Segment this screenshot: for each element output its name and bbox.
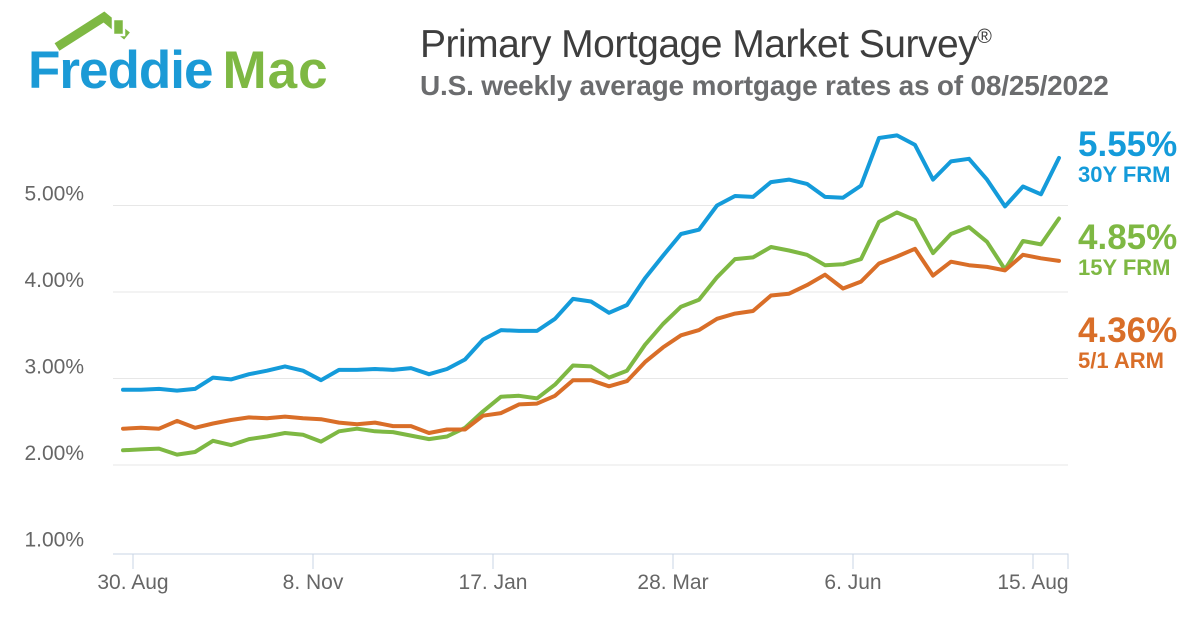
legend-value-15y-frm: 4.85% xyxy=(1078,218,1178,257)
series-line-5-1-arm xyxy=(121,246,1061,435)
legend-value-30y-frm: 5.55% xyxy=(1078,125,1178,164)
series-line-30y-frm xyxy=(121,133,1061,393)
x-axis-label-6. Jun: 6. Jun xyxy=(824,571,881,594)
x-axis-label-30. Aug: 30. Aug xyxy=(97,571,168,594)
page-title-text: Primary Mortgage Market Survey xyxy=(420,23,978,66)
x-axis-label-17. Jan: 17. Jan xyxy=(459,571,528,594)
logo-wordmark: Freddie Mac xyxy=(28,44,329,97)
logo-word-freddie: Freddie xyxy=(28,41,213,100)
house-roof-icon xyxy=(54,11,130,51)
y-axis-label-3.00%: 3.00% xyxy=(24,356,84,379)
registered-trademark: ® xyxy=(977,26,992,48)
legend-label-30y-frm: 30Y FRM xyxy=(1078,162,1171,187)
y-axis-label-2.00%: 2.00% xyxy=(24,442,84,465)
x-axis-label-28. Mar: 28. Mar xyxy=(637,571,708,594)
page-title: Primary Mortgage Market Survey® xyxy=(420,23,992,67)
logo-word-mac: Mac xyxy=(222,41,329,100)
legend-label-5-1-arm: 5/1 ARM xyxy=(1078,348,1164,373)
y-axis-label-4.00%: 4.00% xyxy=(24,269,84,292)
legend-value-5-1-arm: 4.36% xyxy=(1078,311,1178,350)
x-axis-label-15. Aug: 15. Aug xyxy=(997,571,1068,594)
series-line-15y-frm xyxy=(121,210,1061,457)
page-subtitle: U.S. weekly average mortgage rates as of… xyxy=(420,70,1109,101)
legend-label-15y-frm: 15Y FRM xyxy=(1078,255,1171,280)
y-axis-label-1.00%: 1.00% xyxy=(24,529,84,552)
x-axis-label-8. Nov: 8. Nov xyxy=(283,571,344,594)
y-axis-label-5.00%: 5.00% xyxy=(24,183,84,206)
